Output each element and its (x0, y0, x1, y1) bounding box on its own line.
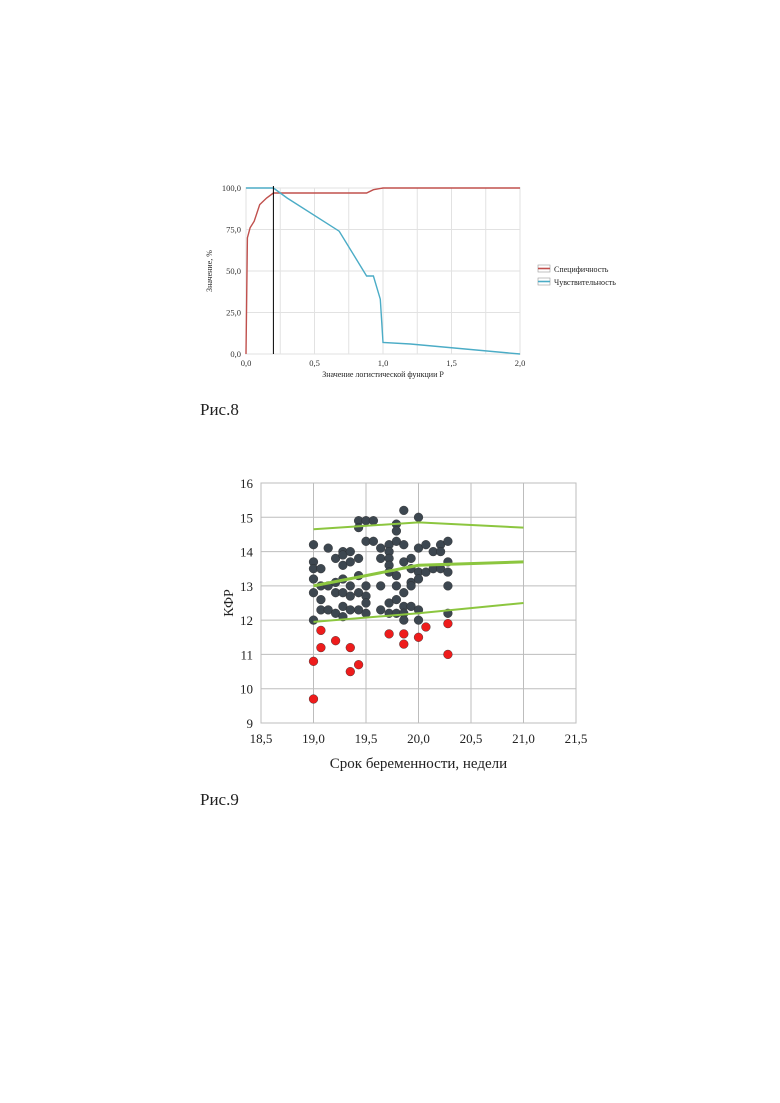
y-tick-label: 13 (240, 579, 253, 594)
data-point (309, 695, 318, 704)
data-point (376, 582, 385, 591)
data-point (399, 640, 408, 649)
y-tick-label: 16 (240, 476, 254, 491)
data-point (317, 564, 326, 573)
data-point (346, 643, 355, 652)
data-point (309, 657, 318, 666)
data-point (376, 606, 385, 615)
data-point (369, 537, 378, 546)
data-point (399, 616, 408, 625)
data-point (392, 595, 401, 604)
data-point (392, 582, 401, 591)
data-point (346, 592, 355, 601)
data-point (331, 636, 340, 645)
data-point (354, 554, 363, 563)
data-point (444, 582, 453, 591)
data-point (309, 588, 318, 597)
data-point (369, 516, 378, 525)
data-point (444, 568, 453, 577)
data-point (362, 582, 371, 591)
x-tick-label: 19,0 (302, 731, 325, 746)
data-point (392, 527, 401, 536)
y-tick-label: 15 (240, 510, 253, 525)
data-point (399, 506, 408, 515)
data-point (346, 558, 355, 567)
data-point (444, 619, 453, 628)
data-point (414, 616, 423, 625)
data-point (309, 616, 318, 625)
y-tick-label: 9 (247, 716, 254, 731)
y-tick-label: 11 (240, 647, 253, 662)
x-tick-label: 18,5 (250, 731, 273, 746)
data-point (309, 540, 318, 549)
data-point (414, 633, 423, 642)
figure-9-caption: Рис.9 (200, 790, 239, 810)
y-tick-label: 12 (240, 613, 253, 628)
data-point (346, 547, 355, 556)
data-point (414, 575, 423, 584)
data-point (444, 650, 453, 659)
data-point (422, 540, 431, 549)
data-point (407, 554, 416, 563)
data-point (354, 523, 363, 532)
x-tick-label: 21,5 (565, 731, 588, 746)
data-point (362, 599, 371, 608)
data-point (399, 540, 408, 549)
data-point (324, 544, 333, 553)
y-tick-label: 14 (240, 545, 254, 560)
y-tick-label: 10 (240, 682, 253, 697)
data-point (346, 667, 355, 676)
data-point (346, 582, 355, 591)
data-point (317, 626, 326, 635)
data-point (376, 544, 385, 553)
data-point (317, 643, 326, 652)
data-point (444, 537, 453, 546)
data-point (392, 571, 401, 580)
x-tick-label: 20,5 (460, 731, 483, 746)
data-point (354, 660, 363, 669)
data-point (309, 575, 318, 584)
data-point (436, 547, 445, 556)
data-point (407, 582, 416, 591)
data-point (422, 623, 431, 632)
figure-9-chart: 18,5 19,0 19,5 20,0 20,5 21,0 21,5 9 10 11 12 13 14 1… (0, 0, 780, 790)
x-tick-label: 20,0 (407, 731, 430, 746)
data-point (376, 554, 385, 563)
data-point (385, 630, 394, 639)
x-axis-title: Срок беременности, недели (330, 756, 507, 772)
y-axis-title: КФР (222, 589, 237, 617)
data-point (317, 595, 326, 604)
data-point (399, 588, 408, 597)
data-point (399, 630, 408, 639)
x-tick-label: 21,0 (512, 731, 535, 746)
data-point (414, 513, 423, 522)
data-point (346, 606, 355, 615)
x-tick-label: 19,5 (355, 731, 378, 746)
